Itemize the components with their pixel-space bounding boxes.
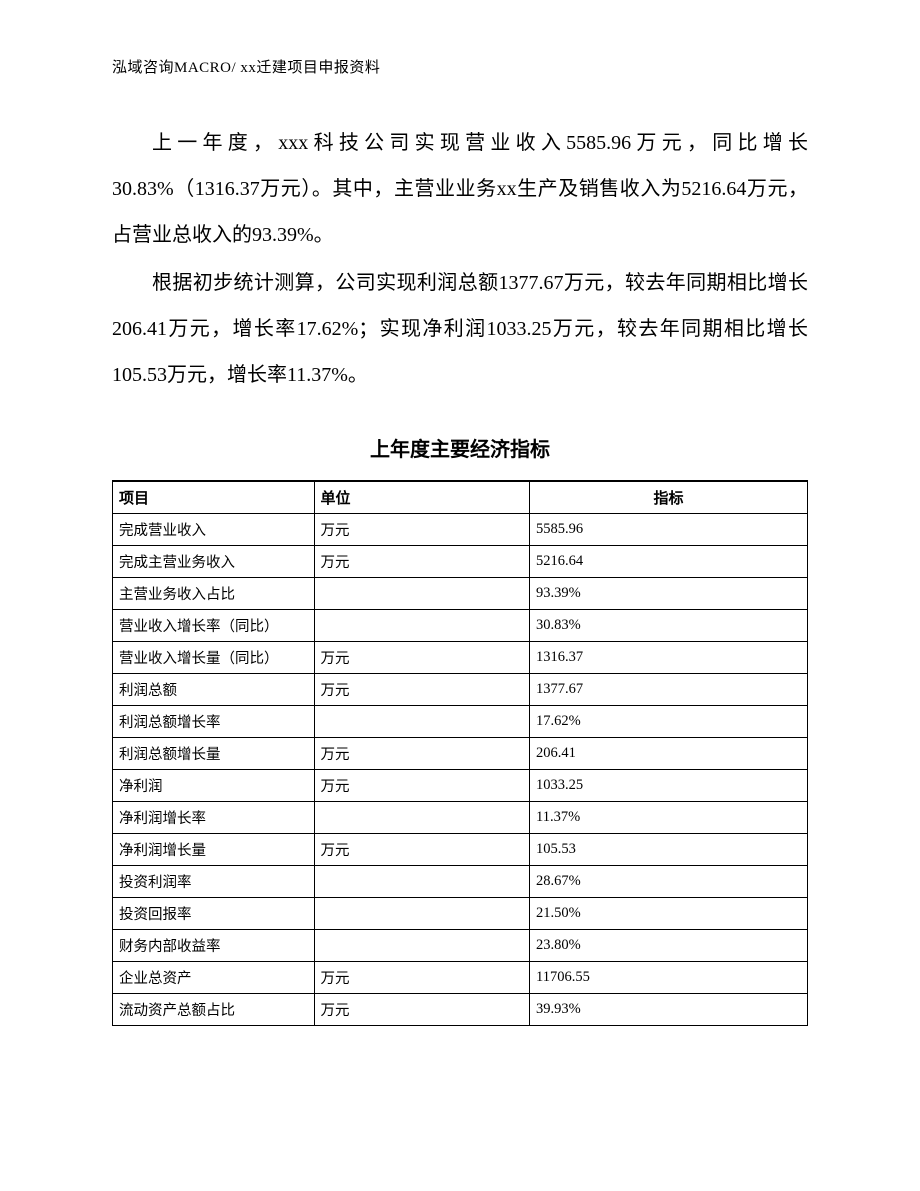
table-row: 净利润 万元 1033.25 <box>113 770 808 802</box>
col-header-item: 项目 <box>113 481 315 514</box>
cell-value: 5585.96 <box>529 514 807 546</box>
cell-value: 5216.64 <box>529 546 807 578</box>
table-row: 营业收入增长率（同比） 30.83% <box>113 610 808 642</box>
cell-value: 105.53 <box>529 834 807 866</box>
paragraph-1: 上一年度，xxx科技公司实现营业收入5585.96万元，同比增长30.83%（1… <box>112 120 808 258</box>
cell-unit: 万元 <box>314 642 529 674</box>
cell-unit: 万元 <box>314 994 529 1026</box>
cell-unit: 万元 <box>314 674 529 706</box>
table-title: 上年度主要经济指标 <box>112 433 808 462</box>
cell-item: 完成主营业务收入 <box>113 546 315 578</box>
col-header-value: 指标 <box>529 481 807 514</box>
cell-value: 206.41 <box>529 738 807 770</box>
cell-value: 11706.55 <box>529 962 807 994</box>
cell-unit: 万元 <box>314 514 529 546</box>
cell-unit <box>314 610 529 642</box>
cell-item: 利润总额增长率 <box>113 706 315 738</box>
cell-value: 1377.67 <box>529 674 807 706</box>
cell-item: 完成营业收入 <box>113 514 315 546</box>
cell-item: 营业收入增长量（同比） <box>113 642 315 674</box>
cell-unit <box>314 802 529 834</box>
cell-unit <box>314 578 529 610</box>
cell-unit: 万元 <box>314 962 529 994</box>
cell-item: 利润总额增长量 <box>113 738 315 770</box>
main-content: 上一年度，xxx科技公司实现营业收入5585.96万元，同比增长30.83%（1… <box>112 120 808 1026</box>
cell-value: 93.39% <box>529 578 807 610</box>
cell-item: 流动资产总额占比 <box>113 994 315 1026</box>
cell-item: 营业收入增长率（同比） <box>113 610 315 642</box>
cell-unit: 万元 <box>314 546 529 578</box>
cell-value: 17.62% <box>529 706 807 738</box>
cell-unit: 万元 <box>314 770 529 802</box>
cell-item: 净利润增长率 <box>113 802 315 834</box>
table-row: 投资回报率 21.50% <box>113 898 808 930</box>
col-header-unit: 单位 <box>314 481 529 514</box>
table-row: 利润总额增长率 17.62% <box>113 706 808 738</box>
table-body: 完成营业收入 万元 5585.96 完成主营业务收入 万元 5216.64 主营… <box>113 514 808 1026</box>
cell-value: 1033.25 <box>529 770 807 802</box>
cell-unit <box>314 866 529 898</box>
page-header: 泓域咨询MACRO/ xx迁建项目申报资料 <box>112 56 380 77</box>
table-row: 主营业务收入占比 93.39% <box>113 578 808 610</box>
table-row: 财务内部收益率 23.80% <box>113 930 808 962</box>
economic-indicators-table: 项目 单位 指标 完成营业收入 万元 5585.96 完成主营业务收入 万元 5… <box>112 480 808 1026</box>
table-header-row: 项目 单位 指标 <box>113 481 808 514</box>
table-row: 流动资产总额占比 万元 39.93% <box>113 994 808 1026</box>
paragraph-2: 根据初步统计测算，公司实现利润总额1377.67万元，较去年同期相比增长206.… <box>112 260 808 398</box>
cell-value: 30.83% <box>529 610 807 642</box>
cell-item: 投资回报率 <box>113 898 315 930</box>
cell-unit <box>314 930 529 962</box>
table-row: 营业收入增长量（同比） 万元 1316.37 <box>113 642 808 674</box>
cell-item: 净利润 <box>113 770 315 802</box>
cell-item: 主营业务收入占比 <box>113 578 315 610</box>
table-row: 利润总额增长量 万元 206.41 <box>113 738 808 770</box>
cell-value: 1316.37 <box>529 642 807 674</box>
cell-value: 39.93% <box>529 994 807 1026</box>
cell-item: 利润总额 <box>113 674 315 706</box>
cell-item: 财务内部收益率 <box>113 930 315 962</box>
cell-value: 11.37% <box>529 802 807 834</box>
table-row: 净利润增长率 11.37% <box>113 802 808 834</box>
cell-unit <box>314 706 529 738</box>
table-row: 完成主营业务收入 万元 5216.64 <box>113 546 808 578</box>
cell-unit: 万元 <box>314 738 529 770</box>
table-row: 企业总资产 万元 11706.55 <box>113 962 808 994</box>
table-row: 完成营业收入 万元 5585.96 <box>113 514 808 546</box>
cell-value: 21.50% <box>529 898 807 930</box>
table-row: 投资利润率 28.67% <box>113 866 808 898</box>
cell-value: 28.67% <box>529 866 807 898</box>
table-row: 净利润增长量 万元 105.53 <box>113 834 808 866</box>
cell-unit: 万元 <box>314 834 529 866</box>
table-row: 利润总额 万元 1377.67 <box>113 674 808 706</box>
cell-item: 净利润增长量 <box>113 834 315 866</box>
cell-value: 23.80% <box>529 930 807 962</box>
cell-unit <box>314 898 529 930</box>
cell-item: 投资利润率 <box>113 866 315 898</box>
cell-item: 企业总资产 <box>113 962 315 994</box>
